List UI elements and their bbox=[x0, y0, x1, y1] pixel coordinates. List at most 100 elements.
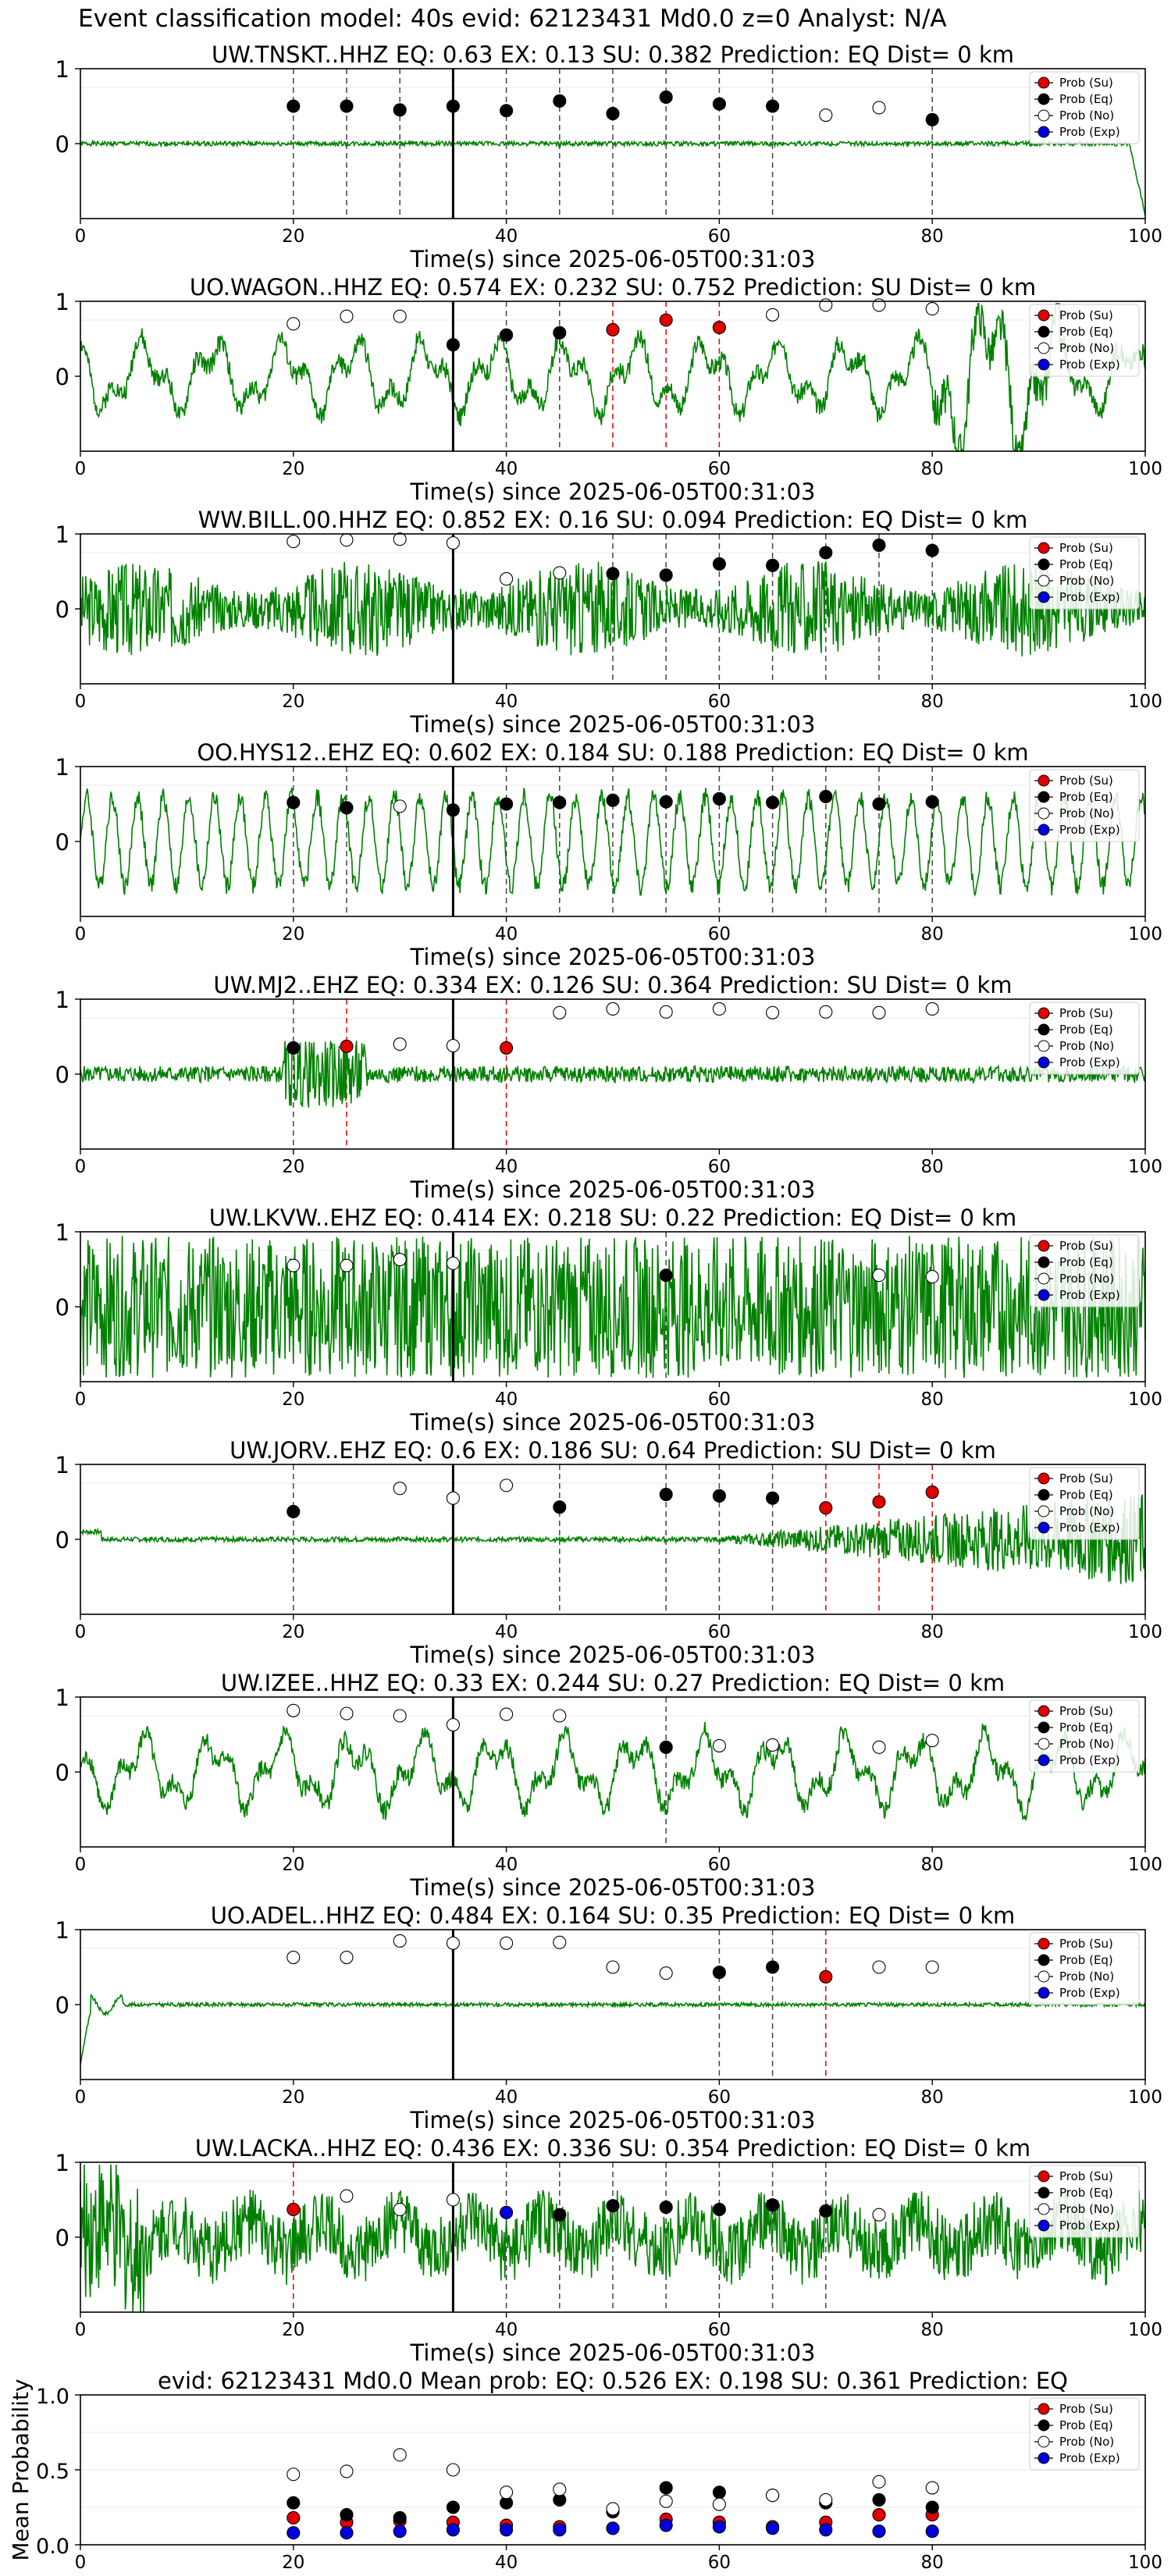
marker-no bbox=[287, 1950, 301, 1965]
x-tick-label: 100 bbox=[1128, 226, 1162, 247]
marker-no bbox=[925, 302, 939, 316]
marker-eq bbox=[446, 99, 460, 113]
marker-eq bbox=[766, 99, 780, 113]
legend-marker-su bbox=[1038, 2403, 1050, 2415]
marker-no bbox=[340, 533, 354, 547]
marker-eq bbox=[606, 107, 620, 121]
subplot-4: OO.HYS12..EHZ EQ: 0.602 EX: 0.184 SU: 0.… bbox=[55, 739, 1162, 970]
x-tick-label: 60 bbox=[708, 2553, 731, 2573]
legend-marker-exp bbox=[1038, 1987, 1050, 1999]
marker-eq bbox=[712, 1489, 726, 1503]
x-tick-label: 40 bbox=[495, 226, 518, 247]
x-tick-label: 0 bbox=[75, 1157, 87, 1177]
marker-eq bbox=[553, 2208, 567, 2222]
legend-box bbox=[1029, 2397, 1140, 2471]
marker-no bbox=[925, 1002, 939, 1016]
marker-no bbox=[553, 1709, 567, 1723]
marker-exp bbox=[925, 2524, 939, 2539]
marker-su bbox=[819, 1969, 833, 1984]
x-tick-label: 0 bbox=[75, 692, 87, 712]
marker-no bbox=[446, 535, 460, 550]
marker-no bbox=[287, 2467, 301, 2482]
waveform-trace bbox=[80, 788, 1146, 898]
marker-eq bbox=[659, 2201, 673, 2215]
marker-exp bbox=[446, 2523, 460, 2537]
legend-box bbox=[1029, 71, 1140, 144]
marker-eq bbox=[925, 543, 939, 557]
x-tick-label: 80 bbox=[921, 2553, 944, 2573]
marker-eq bbox=[766, 1491, 780, 1505]
marker-no bbox=[393, 1482, 407, 1496]
marker-eq bbox=[712, 2202, 726, 2217]
marker-eq bbox=[925, 795, 939, 809]
x-tick-label: 40 bbox=[495, 459, 518, 479]
x-tick-label: 20 bbox=[282, 459, 304, 479]
marker-eq bbox=[340, 2508, 354, 2522]
y-tick-label: 1 bbox=[55, 56, 69, 83]
subplot-title: UW.JORV..EHZ EQ: 0.6 EX: 0.186 SU: 0.64 … bbox=[230, 1437, 996, 1464]
marker-no bbox=[872, 101, 886, 115]
marker-eq bbox=[500, 328, 514, 342]
legend-label: Prob (Su) bbox=[1059, 2402, 1113, 2416]
marker-eq bbox=[340, 801, 354, 815]
x-tick-label: 100 bbox=[1128, 459, 1162, 479]
marker-no bbox=[872, 1268, 886, 1283]
x-tick-label: 20 bbox=[282, 2553, 304, 2573]
x-tick-label: 80 bbox=[921, 2087, 944, 2108]
legend-marker-su bbox=[1038, 1705, 1050, 1717]
marker-eq bbox=[925, 2500, 939, 2514]
y-tick-label: 0 bbox=[55, 829, 69, 856]
marker-no bbox=[872, 1960, 886, 1974]
legend-marker-su bbox=[1038, 309, 1050, 322]
legend-label: Prob (Su) bbox=[1059, 774, 1113, 788]
marker-no bbox=[766, 308, 780, 322]
legend-marker-exp bbox=[1038, 824, 1050, 836]
y-tick-label: 0 bbox=[55, 596, 69, 623]
marker-no bbox=[287, 317, 301, 331]
marker-no bbox=[500, 2485, 514, 2500]
subplot-title: UW.LACKA..HHZ EQ: 0.436 EX: 0.336 SU: 0.… bbox=[195, 2135, 1030, 2161]
x-tick-label: 40 bbox=[495, 924, 518, 945]
legend-label: Prob (Exp) bbox=[1059, 1288, 1120, 1302]
y-tick-label: 0.5 bbox=[36, 2460, 69, 2484]
y-tick-label: 1 bbox=[55, 521, 69, 548]
legend-label: Prob (No) bbox=[1059, 1969, 1114, 1984]
legend-box bbox=[1029, 769, 1140, 842]
subplot-title: WW.BILL.00.HHZ EQ: 0.852 EX: 0.16 SU: 0.… bbox=[198, 507, 1028, 533]
legend-label: Prob (Eq) bbox=[1059, 1023, 1113, 1037]
x-tick-label: 100 bbox=[1128, 692, 1162, 712]
x-axis-label: Time(s) since 2025-06-05T00:31:03 bbox=[410, 1409, 816, 1436]
marker-eq bbox=[766, 558, 780, 572]
subplot-title: UO.ADEL..HHZ EQ: 0.484 EX: 0.164 SU: 0.3… bbox=[211, 1902, 1016, 1929]
x-tick-label: 80 bbox=[921, 2320, 944, 2340]
x-tick-label: 60 bbox=[708, 1389, 731, 1410]
subplot-title: evid: 62123431 Md0.0 Mean prob: EQ: 0.52… bbox=[158, 2368, 1068, 2394]
x-tick-label: 60 bbox=[708, 1622, 731, 1642]
y-tick-label: 1 bbox=[55, 1452, 69, 1478]
x-tick-label: 100 bbox=[1128, 2087, 1162, 2108]
subplot-1: UW.TNSKT..HHZ EQ: 0.63 EX: 0.13 SU: 0.38… bbox=[55, 41, 1162, 272]
marker-su bbox=[872, 2508, 886, 2522]
legend-marker-no bbox=[1038, 1505, 1050, 1517]
x-tick-label: 20 bbox=[282, 226, 304, 247]
marker-eq bbox=[872, 538, 886, 552]
subplot-title: OO.HYS12..EHZ EQ: 0.602 EX: 0.184 SU: 0.… bbox=[197, 739, 1028, 766]
legend-marker-eq bbox=[1038, 1721, 1050, 1734]
legend-marker-eq bbox=[1038, 2419, 1050, 2432]
marker-eq bbox=[606, 2199, 620, 2213]
marker-eq bbox=[500, 797, 514, 811]
x-axis-label: Time(s) since 2025-06-05T00:31:03 bbox=[410, 1176, 816, 1203]
marker-exp bbox=[500, 2205, 514, 2219]
marker-eq bbox=[287, 795, 301, 809]
marker-eq bbox=[340, 99, 354, 113]
y-tick-label: 0 bbox=[55, 1992, 69, 2019]
legend-marker-no bbox=[1038, 109, 1050, 122]
marker-no bbox=[287, 1258, 301, 1272]
axes-frame bbox=[80, 1696, 1146, 1848]
legend-label: Prob (Exp) bbox=[1059, 1753, 1120, 1767]
x-tick-label: 40 bbox=[495, 2087, 518, 2108]
subplot-7: UW.JORV..EHZ EQ: 0.6 EX: 0.186 SU: 0.64 … bbox=[55, 1437, 1162, 1668]
marker-eq bbox=[712, 97, 726, 111]
legend-marker-su bbox=[1038, 76, 1050, 89]
marker-no bbox=[553, 1935, 567, 1949]
